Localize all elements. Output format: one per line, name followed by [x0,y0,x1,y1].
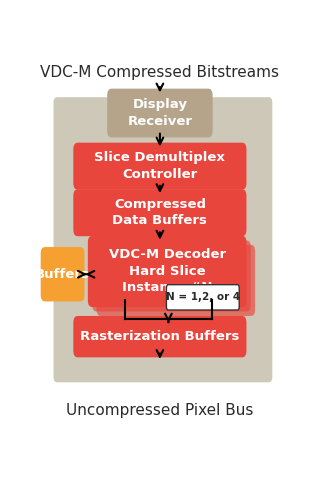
FancyBboxPatch shape [73,189,246,236]
Text: VDC-M Compressed Bitstreams: VDC-M Compressed Bitstreams [40,65,280,80]
Text: Buffers: Buffers [35,268,90,281]
Text: VDC-M Decoder
Hard Slice
Instance #N: VDC-M Decoder Hard Slice Instance #N [109,248,226,294]
FancyBboxPatch shape [96,245,255,316]
FancyBboxPatch shape [107,89,212,137]
Text: Slice Demultiplex
Controller: Slice Demultiplex Controller [95,151,225,181]
Text: Compressed
Data Buffers: Compressed Data Buffers [112,198,207,227]
Text: Rasterization Buffers: Rasterization Buffers [80,330,240,343]
Text: N = 1,2, or 4: N = 1,2, or 4 [166,292,240,302]
Text: Display
Receiver: Display Receiver [127,98,193,128]
FancyBboxPatch shape [92,241,251,312]
FancyBboxPatch shape [73,316,246,357]
FancyBboxPatch shape [88,236,246,307]
FancyBboxPatch shape [166,285,239,310]
Text: Uncompressed Pixel Bus: Uncompressed Pixel Bus [66,403,254,418]
FancyBboxPatch shape [73,143,246,190]
FancyBboxPatch shape [54,97,272,382]
FancyBboxPatch shape [41,247,85,302]
